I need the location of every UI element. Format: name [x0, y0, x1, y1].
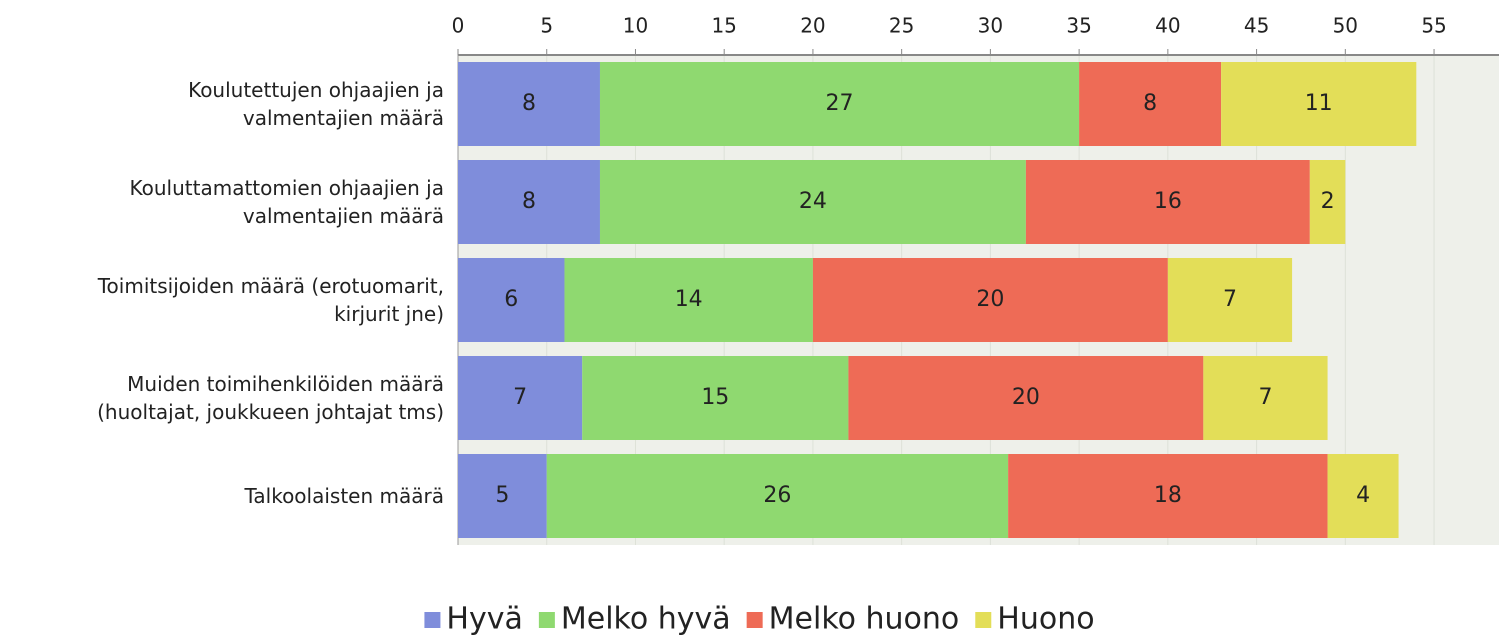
- bar-segment: [1008, 454, 1328, 538]
- x-tick-label: 55: [1421, 14, 1446, 38]
- data-label: 11: [1305, 91, 1333, 116]
- legend-label: Melko huono: [769, 602, 960, 636]
- x-tick-label: 5: [540, 14, 553, 38]
- bar-segment: [1309, 160, 1346, 244]
- data-label: 24: [799, 189, 827, 214]
- data-label: 8: [1143, 91, 1157, 116]
- bar-segment: [582, 356, 849, 440]
- bar-segment: [1079, 62, 1222, 146]
- x-tick-label: 30: [978, 14, 1003, 38]
- bar-segment: [599, 160, 1026, 244]
- bar-segment: [599, 62, 1080, 146]
- data-label: 20: [976, 287, 1004, 312]
- bar-segment: [1221, 62, 1417, 146]
- legend-swatch: [975, 612, 992, 628]
- bar-segment: [458, 160, 600, 244]
- data-label: 18: [1154, 483, 1182, 508]
- legend-swatch: [746, 612, 763, 628]
- legend-label: Melko hyvä: [561, 602, 731, 636]
- y-tick-label: Talkoolaisten määrä: [244, 484, 444, 508]
- data-label: 6: [504, 287, 518, 312]
- bar-segment: [1025, 160, 1310, 244]
- data-label: 7: [513, 385, 527, 410]
- bar-segment: [1203, 356, 1328, 440]
- legend-swatch: [538, 612, 555, 628]
- data-label: 8: [522, 189, 536, 214]
- legend-label: Hyvä: [446, 602, 522, 636]
- data-label: 26: [763, 483, 791, 508]
- bar-segment: [458, 356, 583, 440]
- data-label: 27: [826, 91, 854, 116]
- x-tick-label: 35: [1066, 14, 1091, 38]
- y-tick-label: Muiden toimihenkilöiden määrä (huoltajat…: [97, 372, 444, 424]
- x-tick-label: 45: [1244, 14, 1269, 38]
- legend-label: Huono: [997, 602, 1094, 636]
- bar-segment: [848, 356, 1204, 440]
- legend-swatch: [424, 612, 441, 628]
- x-tick-label: 50: [1333, 14, 1358, 38]
- bar-segment: [1327, 454, 1399, 538]
- bar-segment: [458, 454, 547, 538]
- bar-segment: [564, 258, 813, 342]
- y-tick-label: Toimitsijoiden määrä (erotuomarit, kirju…: [97, 274, 444, 326]
- x-tick-label: 15: [711, 14, 736, 38]
- data-label: 8: [522, 91, 536, 116]
- data-label: 7: [1223, 287, 1237, 312]
- data-label: 16: [1154, 189, 1182, 214]
- bar-segment: [458, 62, 600, 146]
- data-label: 7: [1258, 385, 1272, 410]
- y-tick-label: Kouluttamattomien ohjaajien ja valmentaj…: [129, 176, 444, 228]
- x-tick-label: 0: [452, 14, 465, 38]
- data-label: 14: [675, 287, 703, 312]
- data-label: 5: [495, 483, 509, 508]
- x-tick-label: 20: [800, 14, 825, 38]
- data-label: 4: [1356, 483, 1370, 508]
- y-tick-label: Koulutettujen ohjaajien ja valmentajien …: [188, 78, 444, 130]
- data-label: 2: [1321, 189, 1335, 214]
- x-tick-label: 25: [889, 14, 914, 38]
- data-label: 15: [701, 385, 729, 410]
- bar-segment: [458, 258, 565, 342]
- bar-segment: [1167, 258, 1293, 342]
- bar-segment: [812, 258, 1168, 342]
- bar-segment: [546, 454, 1009, 538]
- data-label: 20: [1012, 385, 1040, 410]
- x-tick-label: 40: [1155, 14, 1180, 38]
- x-tick-label: 10: [623, 14, 648, 38]
